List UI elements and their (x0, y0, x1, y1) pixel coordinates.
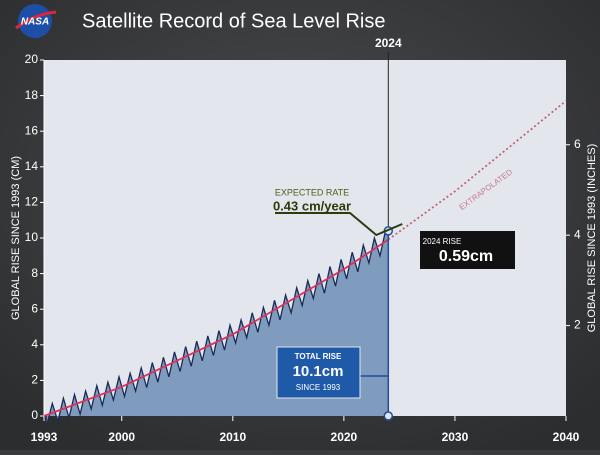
y-tick-label: 4 (31, 337, 38, 351)
x-tick-label: 2010 (219, 430, 246, 444)
rate-connector (275, 212, 403, 237)
extrapolated-line (387, 100, 567, 241)
series-line (43, 238, 389, 417)
total-since: SINCE 1993 (296, 383, 341, 392)
y-tick-label: 0 (31, 408, 38, 422)
y2-axis-label: GLOBAL RISE SINCE 1993 (INCHES) (586, 144, 598, 333)
rate-value: 0.43 cm/year (273, 198, 351, 213)
logo-swoosh (15, 10, 57, 30)
y-axis-label: GLOBAL RISE SINCE 1993 (CM) (10, 156, 22, 320)
y-tick-label: 8 (31, 266, 38, 280)
x-tick-label: 2040 (553, 430, 580, 444)
y2-tick-label: 4 (574, 227, 581, 241)
y-tick-label: 14 (25, 159, 39, 173)
x-tick-label: 2000 (108, 430, 135, 444)
y2-tick-label: 6 (574, 137, 581, 151)
total-title: TOTAL RISE (295, 352, 342, 361)
total-value: 10.1cm (293, 363, 344, 380)
y-tick-label: 2 (31, 373, 38, 387)
y-tick-label: 10 (25, 230, 39, 244)
rise-title: 2024 RISE (423, 237, 462, 246)
logo-text: NASA (21, 17, 49, 28)
y2-tick-label: 2 (574, 318, 581, 332)
total-box (276, 346, 361, 399)
rise-value: 0.59cm (439, 248, 493, 265)
rate-title: EXPECTED RATE (275, 187, 349, 197)
x-tick-label: 1993 (31, 430, 58, 444)
y-tick-label: 12 (25, 195, 39, 209)
marker-dot (383, 411, 394, 421)
y-tick-label: 18 (25, 88, 39, 102)
y-tick-label: 6 (31, 301, 38, 315)
rise-box (420, 231, 515, 269)
logo-badge (18, 4, 52, 38)
x-tick-label: 2020 (331, 430, 358, 444)
chart-title: Satellite Record of Sea Level Rise (82, 10, 386, 32)
y-tick-label: 16 (25, 123, 39, 137)
marker-label: 2024 (375, 36, 402, 50)
y-tick-label: 20 (25, 52, 39, 66)
x-tick-label: 2030 (442, 430, 469, 444)
series-line (46, 229, 389, 426)
